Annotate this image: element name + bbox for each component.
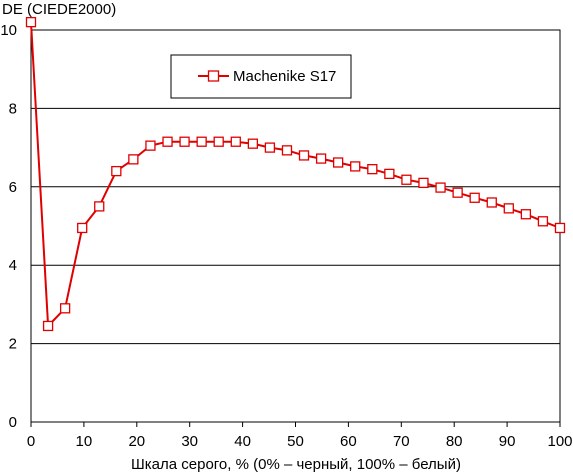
data-point-8	[162, 136, 173, 147]
data-point-12	[230, 136, 241, 147]
data-point-5	[111, 165, 122, 177]
data-point-15	[281, 145, 293, 156]
legend-label-machenike-s17: Machenike S17	[233, 68, 336, 85]
y-tick-label-4: 4	[9, 257, 17, 274]
data-point-19	[350, 161, 361, 172]
x-tick-label-30: 30	[181, 433, 198, 450]
data-point-2	[59, 303, 71, 314]
data-point-6	[128, 154, 139, 165]
data-point-17	[315, 153, 327, 164]
y-tick-label-8: 8	[9, 100, 17, 117]
data-point-28	[503, 203, 514, 214]
data-point-26	[469, 192, 480, 203]
data-point-25	[452, 187, 463, 198]
x-tick-label-80: 80	[446, 433, 463, 450]
y-axis-title: DE (CIEDE2000)	[2, 1, 116, 18]
x-tick-labels: 0 10 20 30 40 50 60 70 80 90 100	[27, 433, 573, 450]
data-point-9	[179, 136, 190, 147]
data-point-27	[486, 197, 497, 208]
data-point-23	[418, 177, 429, 189]
x-tick-label-20: 20	[128, 433, 145, 450]
data-point-3	[77, 222, 88, 234]
data-point-1	[42, 320, 54, 332]
data-point-14	[264, 142, 276, 153]
y-tick-label-0: 0	[9, 414, 17, 431]
x-tick-label-10: 10	[76, 433, 93, 450]
data-point-7	[145, 140, 156, 151]
data-point-18	[332, 157, 344, 168]
legend-marker-sample	[207, 70, 220, 82]
series-layer	[25, 17, 566, 332]
x-tick-label-60: 60	[340, 433, 357, 450]
x-tick-label-50: 50	[287, 433, 304, 450]
data-point-20	[367, 164, 378, 175]
x-tick-label-90: 90	[499, 433, 516, 450]
x-axis-title: Шкала серого, % (0% – черный, 100% – бел…	[131, 456, 461, 472]
grid-lines	[31, 107, 560, 345]
x-tick-label-0: 0	[27, 433, 35, 450]
data-point-16	[298, 150, 310, 161]
data-point-24	[435, 182, 446, 193]
x-tick-label-40: 40	[234, 433, 251, 450]
data-point-31	[554, 222, 566, 234]
y-tick-label-2: 2	[9, 336, 17, 353]
x-tick-label-70: 70	[393, 433, 410, 450]
data-point-29	[520, 209, 532, 220]
y-tick-label-6: 6	[9, 179, 17, 196]
data-point-11	[213, 136, 224, 147]
x-tick-label-100: 100	[547, 433, 572, 450]
data-point-10	[196, 136, 207, 147]
data-point-0	[25, 17, 37, 28]
data-point-21	[384, 168, 395, 180]
data-point-22	[401, 174, 412, 185]
y-tick-label-10: 10	[0, 22, 17, 39]
data-point-4	[94, 201, 105, 212]
data-point-30	[537, 216, 549, 227]
y-tick-labels: 0 2 4 6 8 10	[0, 22, 17, 431]
legend: Machenike S17	[170, 54, 352, 99]
data-point-13	[247, 138, 259, 149]
